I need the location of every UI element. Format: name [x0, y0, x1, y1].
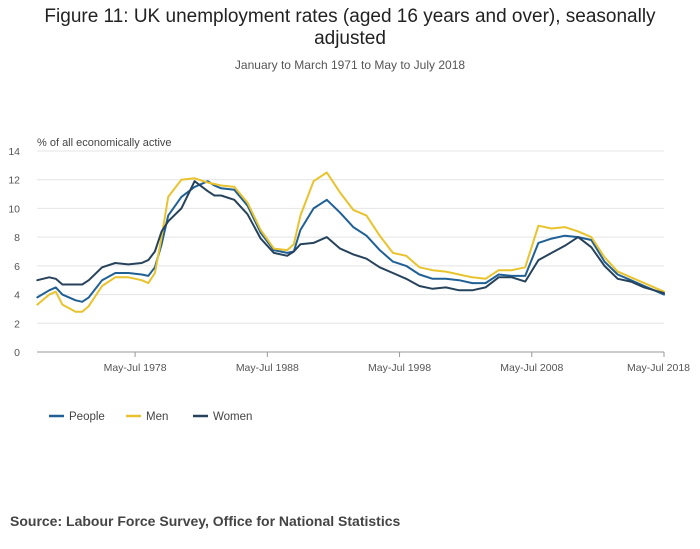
series-lines	[36, 171, 665, 313]
x-tick-label: May-Jul 1998	[368, 362, 431, 374]
legend-label-people: People	[69, 411, 105, 423]
series-line-women	[36, 180, 665, 295]
y-axis-label: % of all economically active	[37, 137, 172, 149]
legend: People Men Women	[49, 411, 252, 423]
y-axis-ticks: 0 2 4 6 8 10 12 14	[8, 146, 20, 359]
chart-title: Figure 11: UK unemployment rates (aged 1…	[44, 6, 656, 49]
y-tick-label: 8	[14, 232, 20, 244]
y-tick-label: 6	[14, 261, 20, 273]
source-note: Source: Labour Force Survey, Office for …	[10, 513, 401, 529]
chart-subtitle: January to March 1971 to May to July 201…	[234, 58, 466, 72]
y-tick-label: 4	[14, 290, 20, 302]
y-tick-label: 0	[14, 347, 20, 359]
gridlines	[37, 150, 664, 353]
legend-label-men: Men	[146, 411, 168, 423]
x-tick-label: May-Jul 1978	[104, 362, 167, 374]
y-tick-label: 2	[14, 318, 20, 330]
x-tick-label: May-Jul 1988	[236, 362, 299, 374]
legend-label-women: Women	[213, 411, 252, 423]
x-tick-label: May-Jul 2018	[627, 362, 690, 374]
series-line-men	[36, 171, 665, 313]
y-tick-label: 12	[8, 175, 20, 187]
x-axis-ticks: May-Jul 1978 May-Jul 1988 May-Jul 1998 May-…	[104, 352, 690, 374]
x-tick-label: May-Jul 2008	[500, 362, 563, 374]
y-tick-label: 10	[8, 203, 20, 215]
series-line-people	[36, 180, 665, 303]
y-tick-label: 14	[8, 146, 20, 158]
